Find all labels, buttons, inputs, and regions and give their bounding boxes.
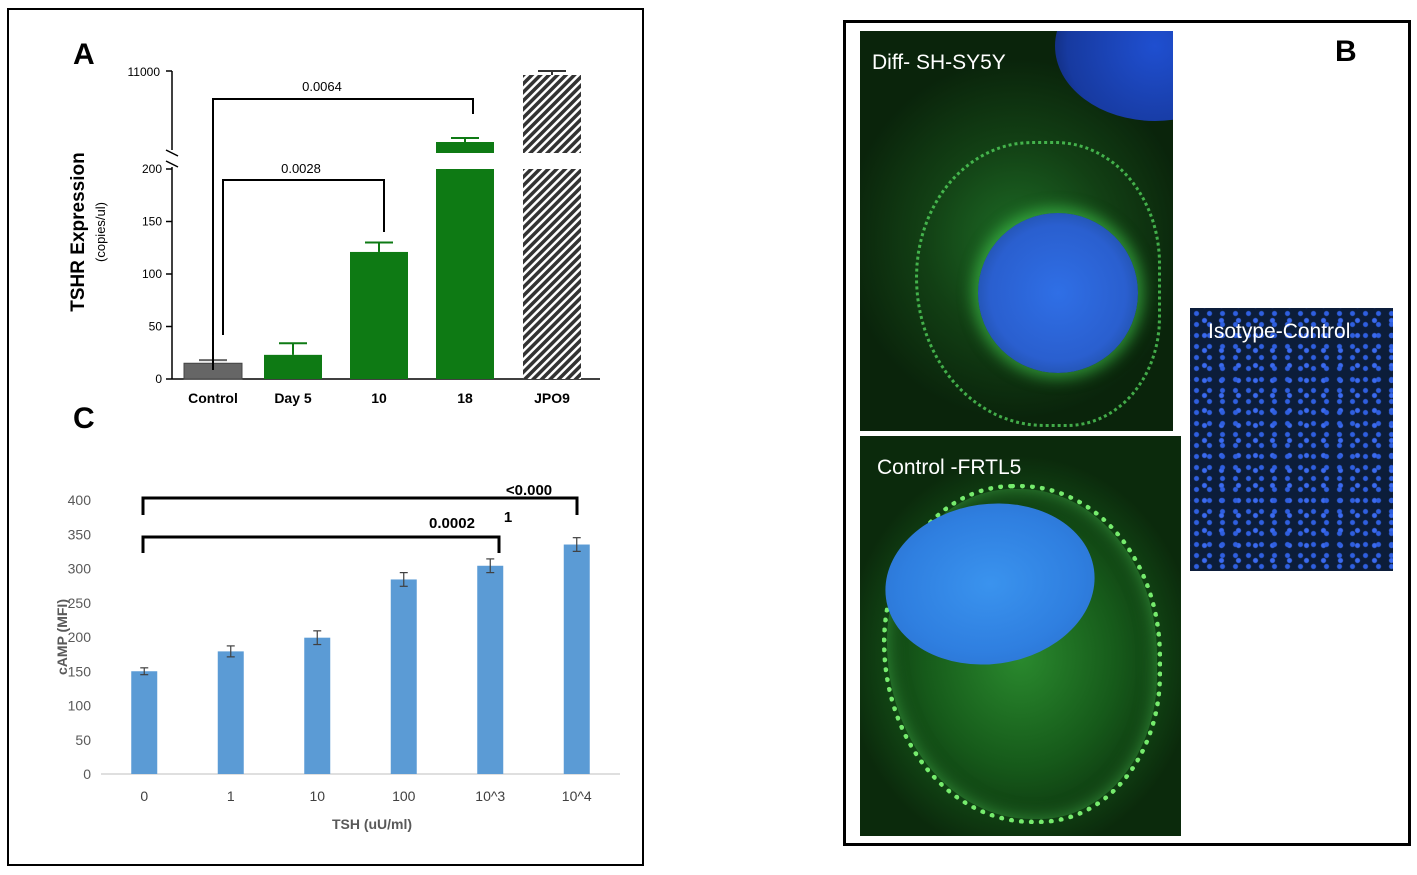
panel-a-category-label: Control	[188, 390, 238, 406]
panel-c-ytick-label: 200	[68, 629, 92, 645]
panel-c-ytick-label: 100	[68, 698, 92, 714]
micrograph-control-frtl5: Control -FRTL5	[860, 436, 1181, 836]
panel-a-ytick-top: 11000	[128, 65, 161, 79]
panel-a-bar-upper	[436, 142, 494, 153]
panel-c-ylabel: cAMP (MFI)	[54, 599, 70, 675]
panel-c-ytick-label: 50	[75, 732, 91, 748]
panel-a-bar	[523, 169, 581, 379]
panel-a-ytick-label: 200	[142, 162, 162, 176]
panel-c-ytick-label: 300	[68, 561, 92, 577]
nucleus-blue-top	[1055, 31, 1173, 121]
panel-c-bar	[390, 579, 417, 774]
panel-c-ytick-label: 350	[68, 526, 92, 542]
panel-c-pvalue-10e4-line2: 1	[504, 509, 512, 526]
panel-c-bracket-10e3	[141, 535, 501, 553]
panel-a-bar	[264, 354, 322, 379]
panel-c-bar	[477, 565, 504, 774]
panel-a-ytick-label: 100	[142, 267, 162, 281]
panel-a-ytick-label: 0	[155, 372, 162, 386]
panel-c-category-label: 10	[309, 788, 325, 804]
panel-a-bar-upper	[523, 75, 581, 153]
panel-a-bar	[436, 169, 494, 379]
panel-a-category-label: Day 5	[274, 390, 312, 406]
panel-c-bar	[563, 544, 590, 774]
panel-a-category-label: 18	[457, 390, 473, 406]
panel-a-ylabel: TSHR Expression	[68, 152, 89, 311]
panel-c-category-label: 100	[392, 788, 416, 804]
panel-c-category-label: 0	[140, 788, 148, 804]
panel-c-ytick-label: 0	[83, 766, 91, 782]
panel-c-category-label: 10^3	[475, 788, 505, 804]
panel-c-ytick-label: 250	[68, 595, 92, 611]
panel-a-letter: A	[73, 38, 95, 71]
panel-c-bar	[304, 637, 331, 774]
panel-a-bar	[350, 251, 408, 379]
cell-membrane-dots-frtl5	[882, 484, 1162, 824]
panel-a-pvalue-10: 0.0028	[281, 161, 321, 176]
panel-c-category-label: 10^4	[562, 788, 592, 804]
panel-a-bracket-18	[212, 98, 474, 370]
panel-c-bracket-10e4	[141, 496, 579, 515]
micrograph-label-frtl5: Control -FRTL5	[877, 456, 1022, 479]
micrograph-isotype-control: Isotype-Control	[1190, 308, 1393, 571]
panel-c-pvalue-10e4-line1: <0.000	[506, 482, 552, 499]
panel-b-micrographs: Diff- SH-SY5Y Control -FRTL5 Isotype-Con…	[843, 20, 1411, 846]
left-figure-panel: A TSHR Expression (copies/ul) 11000 0 50 1…	[7, 8, 644, 866]
micrograph-label-diff: Diff- SH-SY5Y	[872, 51, 1006, 74]
panel-c-letter: C	[73, 402, 95, 435]
panel-a-ytick-label: 50	[149, 320, 163, 334]
panel-c-category-label: 1	[227, 788, 235, 804]
cell-membrane-dots	[915, 141, 1161, 427]
micrograph-diff-sh-sy5y: Diff- SH-SY5Y	[860, 31, 1173, 431]
micrograph-label-isotype: Isotype-Control	[1208, 320, 1351, 343]
panel-c-xlabel: TSH (uU/ml)	[332, 816, 412, 832]
panel-a-chart: A TSHR Expression (copies/ul) 11000 0501…	[54, 38, 620, 832]
panel-a-category-label: 10	[371, 390, 387, 406]
panel-a-ytick-label: 150	[142, 215, 162, 229]
panel-c-ytick-label: 400	[68, 492, 92, 508]
panel-a-axis-break-mark	[165, 149, 179, 157]
panel-c-pvalue-10e3: 0.0002	[429, 515, 475, 532]
panel-a-ylabel-unit: (copies/ul)	[93, 202, 108, 262]
panel-a-bracket-10	[222, 179, 385, 335]
panel-a-category-label: JPO9	[534, 390, 570, 406]
panel-a-pvalue-18: 0.0064	[302, 79, 342, 94]
panel-c-bar	[217, 651, 244, 774]
panel-b-letter: B	[1335, 35, 1357, 68]
panel-c-bar	[131, 671, 158, 774]
panel-c-ytick-label: 150	[68, 663, 92, 679]
panel-a-axis-break-mark	[165, 160, 179, 168]
